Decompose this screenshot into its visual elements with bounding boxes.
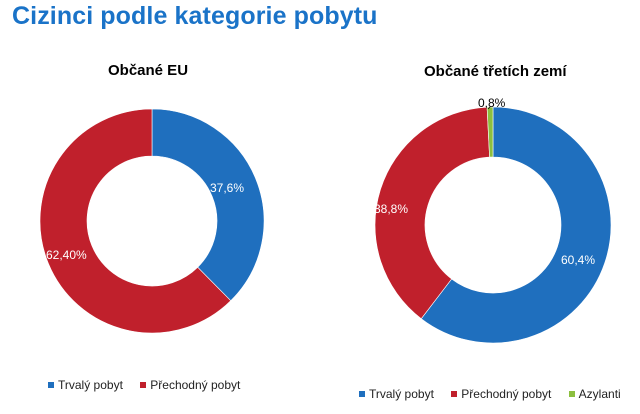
legend-eu: Trvalý pobyt Přechodný pobyt — [48, 378, 254, 392]
data-label-1-1: 38,8% — [374, 202, 408, 216]
legend-label: Trvalý pobyt — [58, 378, 123, 392]
legend-label: Přechodný pobyt — [150, 378, 241, 392]
legend-swatch — [568, 391, 575, 397]
donut-slice-0-0 — [151, 108, 265, 302]
legend-item-prechodny: Přechodný pobyt — [140, 378, 240, 392]
legend-label: Trvalý pobyt — [369, 387, 434, 401]
legend-label: Azylanti — [578, 387, 621, 401]
donut-slice-1-2 — [486, 106, 494, 158]
legend-item-azylanti: Azylanti — [568, 387, 621, 401]
legend-item-trvaly: Trvalý pobyt — [359, 387, 434, 401]
chart-title-third-countries: Občané třetích zemí — [424, 63, 567, 80]
donut-slice-0-1 — [39, 108, 232, 334]
chart-title-eu: Občané EU — [108, 62, 189, 79]
page-title: Cizinci podle kategorie pobytu — [12, 2, 378, 30]
label-leader-line — [487, 106, 491, 110]
legend-label: Přechodný pobyt — [461, 387, 552, 401]
legend-third-countries: Trvalý pobyt Přechodný pobyt Azylanti — [359, 387, 635, 401]
data-label-1-0: 60,4% — [561, 253, 595, 267]
donut-slice-1-0 — [420, 106, 612, 344]
legend-swatch — [140, 382, 147, 388]
data-label-0-1: 62,40% — [46, 248, 87, 262]
legend-item-prechodny: Přechodný pobyt — [451, 387, 551, 401]
donut-slice-1-1 — [374, 106, 490, 320]
data-label-1-2: 0,8% — [478, 96, 506, 110]
legend-swatch — [451, 391, 458, 397]
legend-swatch — [48, 382, 54, 388]
data-label-0-0: 37,6% — [210, 181, 244, 195]
legend-swatch — [359, 391, 365, 397]
legend-item-trvaly: Trvalý pobyt — [48, 378, 123, 392]
